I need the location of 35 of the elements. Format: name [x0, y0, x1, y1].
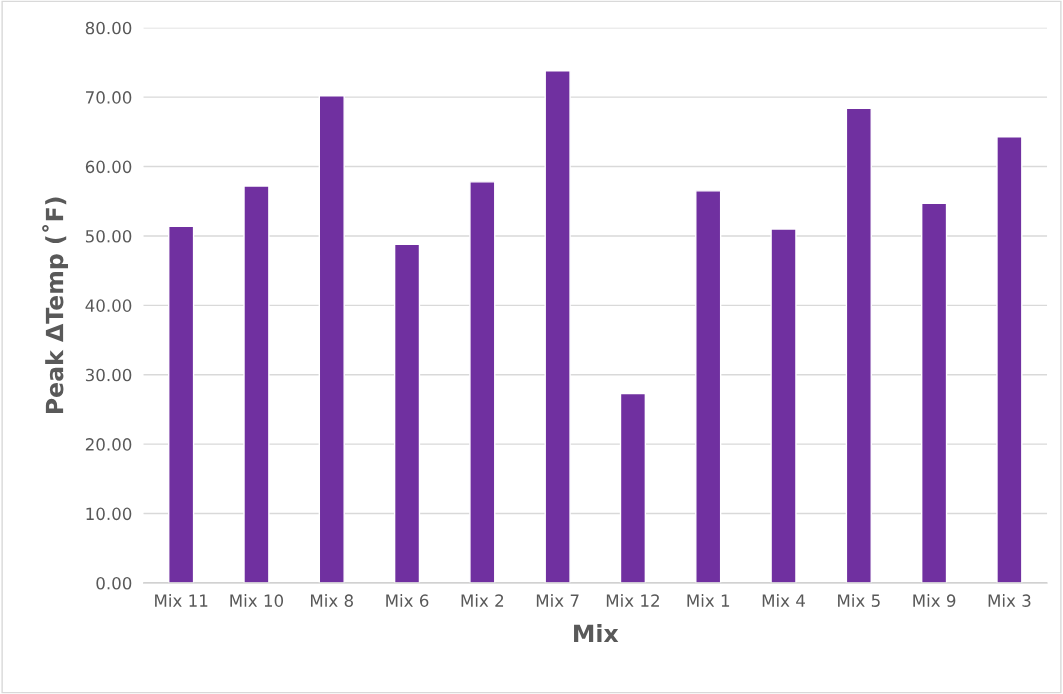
bar — [393, 243, 421, 583]
x-tick-label: Mix 4 — [762, 594, 805, 607]
bar — [770, 228, 797, 583]
y-tick-label: 20.00 — [85, 438, 132, 451]
bar — [695, 190, 722, 583]
x-tick-label: Mix 7 — [536, 594, 579, 607]
y-tick-label: 30.00 — [85, 368, 132, 382]
y-tick-label: 50.00 — [85, 229, 132, 243]
x-tick-label: Mix 8 — [310, 594, 353, 607]
y-tick-label: 80.00 — [85, 21, 132, 35]
x-tick-label: Mix 12 — [606, 594, 659, 607]
x-tick-label: Mix 6 — [386, 594, 429, 607]
x-tick-label: Mix 10 — [230, 594, 284, 607]
x-tick-label: Mix 1 — [687, 594, 730, 607]
x-axis-title: Mix — [574, 624, 619, 643]
y-tick-label: 40.00 — [85, 299, 132, 312]
y-axis-title: Peak ΔTemp (˚F) — [42, 197, 69, 414]
bar — [996, 136, 1023, 583]
bar — [168, 225, 195, 583]
bar — [619, 392, 647, 583]
bar — [544, 70, 571, 583]
x-tick-label: Mix 5 — [838, 594, 880, 607]
y-tick-label: 60.00 — [85, 160, 132, 174]
bar — [318, 95, 345, 583]
x-tick-label: Mix 9 — [913, 594, 956, 607]
y-tick-label: 70.00 — [86, 91, 132, 104]
x-tick-label: Mix 2 — [461, 594, 504, 607]
bar — [845, 107, 872, 583]
y-tick-label: 0.00 — [96, 576, 132, 590]
bar — [469, 181, 496, 583]
x-tick-label: Mix 11 — [155, 594, 208, 607]
bar — [243, 185, 270, 583]
y-tick-label: 10.00 — [86, 507, 132, 521]
x-tick-label: Mix 3 — [988, 594, 1031, 607]
bar — [920, 202, 948, 583]
